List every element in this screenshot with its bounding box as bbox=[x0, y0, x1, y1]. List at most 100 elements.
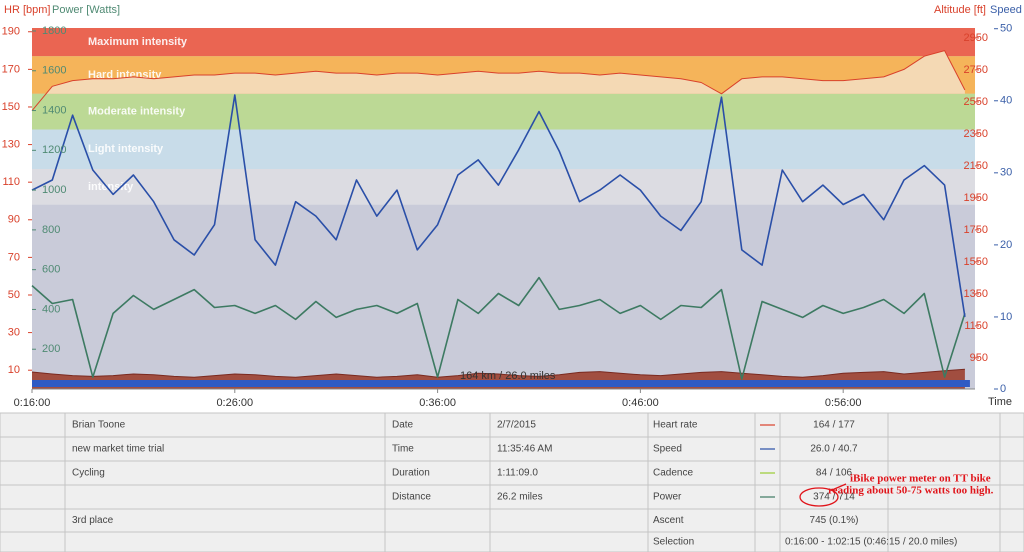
table-cell bbox=[887, 484, 1001, 510]
table-cell bbox=[887, 412, 1001, 438]
y-tick-label: 110 bbox=[2, 176, 20, 188]
annotation-arrow bbox=[831, 483, 847, 491]
table-cell bbox=[887, 508, 1001, 533]
table-text: 11:35:46 AM bbox=[497, 444, 552, 455]
zone-label: Light intensity bbox=[88, 143, 164, 155]
y-tick-label: 90 bbox=[8, 214, 20, 226]
table-cell bbox=[489, 484, 649, 510]
selection-bar-label: 164 km / 26.0 miles bbox=[460, 370, 556, 382]
table-text: 3rd place bbox=[72, 515, 114, 526]
zone-band bbox=[32, 28, 975, 57]
table-text: Power bbox=[653, 492, 682, 503]
y-tick-label: 40 bbox=[1000, 95, 1012, 107]
table-text: Selection bbox=[653, 537, 694, 548]
x-tick-label: 0:26:00 bbox=[216, 397, 253, 409]
table-cell bbox=[64, 436, 386, 462]
table-cell bbox=[384, 531, 491, 552]
zone-label: intensity bbox=[88, 181, 134, 193]
table-cell bbox=[647, 436, 756, 462]
table-text: 164 / 177 bbox=[813, 420, 855, 431]
table-cell bbox=[754, 531, 781, 552]
table-text: Cycling bbox=[72, 468, 105, 479]
table-cell bbox=[489, 531, 649, 552]
series-line bbox=[31, 276, 966, 380]
y-tick-label: 10 bbox=[8, 364, 20, 376]
table-text: Heart rate bbox=[653, 420, 698, 431]
table-text: 2/7/2015 bbox=[497, 420, 536, 431]
table-text: new market time trial bbox=[72, 444, 164, 455]
annotation-text: iBike power meter on TT bike bbox=[850, 473, 991, 485]
axis-title: Power [Watts] bbox=[52, 4, 120, 16]
table-cell bbox=[0, 412, 66, 438]
table-cell bbox=[64, 531, 386, 552]
y-tick-label: 1200 bbox=[42, 144, 66, 156]
annotation-text: reading about 50-75 watts too high. bbox=[828, 485, 994, 497]
table-cell bbox=[999, 508, 1024, 533]
table-cell bbox=[0, 436, 66, 462]
table-cell bbox=[384, 412, 491, 438]
table-cell bbox=[754, 508, 781, 533]
table-text: 745 (0.1%) bbox=[810, 515, 859, 526]
series-area bbox=[46, 50, 965, 94]
y-tick-label: 170 bbox=[2, 63, 20, 75]
y-tick-label: 50 bbox=[1000, 23, 1012, 35]
table-cell bbox=[489, 508, 649, 533]
table-cell bbox=[999, 436, 1024, 462]
table-cell bbox=[384, 484, 491, 510]
table-cell bbox=[64, 484, 386, 510]
table-cell bbox=[0, 508, 66, 533]
table-text: 26.2 miles bbox=[497, 492, 543, 503]
table-cell bbox=[0, 484, 66, 510]
table-text: 374 / 714 bbox=[813, 492, 855, 503]
y-tick-label: 200 bbox=[42, 343, 60, 355]
y-tick-label: 1000 bbox=[42, 184, 66, 196]
table-cell bbox=[887, 436, 1001, 462]
axis-title: HR [bpm] bbox=[4, 4, 50, 16]
table-text: Date bbox=[392, 420, 414, 431]
table-cell bbox=[0, 531, 66, 552]
table-cell bbox=[64, 460, 386, 486]
table-cell bbox=[887, 460, 1001, 486]
zone-label: Maximum intensity bbox=[88, 36, 188, 48]
series-line bbox=[31, 50, 966, 112]
table-text: 26.0 / 40.7 bbox=[810, 444, 858, 455]
y-tick-label: 600 bbox=[42, 264, 60, 276]
series-line bbox=[31, 368, 965, 378]
y-tick-label: 190 bbox=[2, 26, 20, 38]
table-text: 84 / 106 bbox=[816, 468, 853, 479]
table-cell bbox=[647, 412, 756, 438]
zone-band bbox=[32, 93, 975, 130]
table-cell bbox=[999, 531, 1024, 552]
table-cell bbox=[999, 484, 1024, 510]
table-cell bbox=[779, 436, 889, 462]
y-tick-label: 800 bbox=[42, 224, 60, 236]
series-line bbox=[31, 94, 966, 318]
zone-label: Moderate intensity bbox=[88, 106, 186, 118]
y-tick-label: 0 bbox=[1000, 383, 1006, 395]
table-cell bbox=[779, 412, 889, 438]
y-tick-label: 400 bbox=[42, 303, 60, 315]
table-cell bbox=[489, 412, 649, 438]
table-cell bbox=[999, 412, 1024, 438]
x-tick-label: 0:46:00 bbox=[622, 397, 659, 409]
table-cell bbox=[999, 460, 1024, 486]
table-cell bbox=[0, 460, 66, 486]
y-tick-label: 1600 bbox=[42, 65, 66, 77]
table-text: 1:11:09.0 bbox=[497, 468, 538, 479]
y-tick-label: 1400 bbox=[42, 104, 66, 116]
y-tick-label: 10 bbox=[1000, 311, 1012, 323]
annotation-circle bbox=[799, 487, 839, 507]
table-text: 0:16:00 - 1:02:15 (0:46:15 / 20.0 miles) bbox=[785, 537, 957, 548]
table-text: Brian Toone bbox=[72, 420, 126, 431]
x-tick-label: 0:16:00 bbox=[14, 397, 51, 409]
y-tick-label: 70 bbox=[8, 251, 20, 263]
selection-bar bbox=[32, 380, 970, 387]
y-tick-label: 50 bbox=[8, 289, 20, 301]
y-tick-label: 130 bbox=[2, 138, 20, 150]
table-text: Cadence bbox=[653, 468, 693, 479]
x-tick-label: 0:56:00 bbox=[825, 397, 862, 409]
x-axis-title: Time bbox=[988, 396, 1012, 408]
zone-band bbox=[32, 169, 975, 205]
x-tick-label: 0:36:00 bbox=[419, 397, 456, 409]
